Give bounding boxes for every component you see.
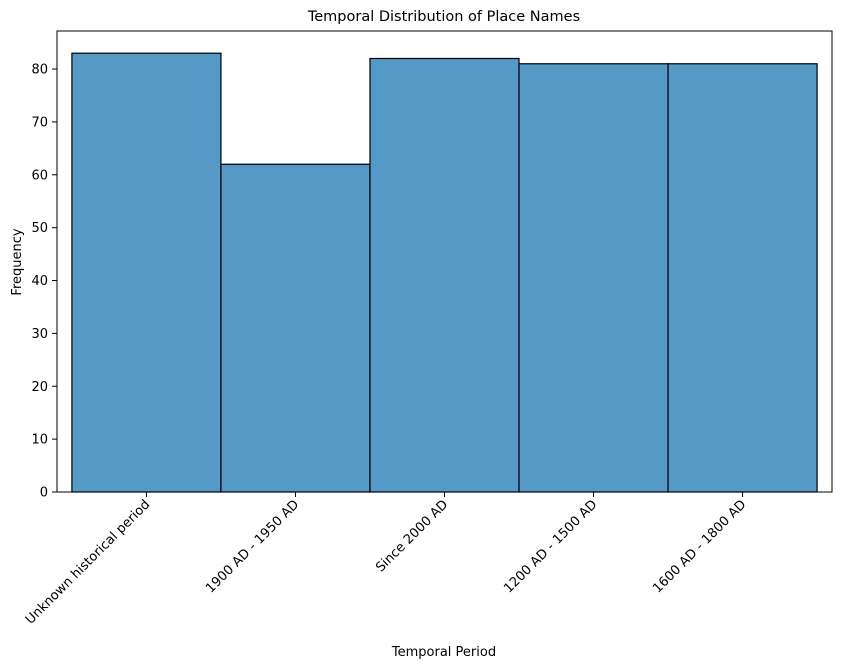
x-tick-label: Since 2000 AD xyxy=(373,497,451,575)
x-tick-label: 1600 AD - 1800 AD xyxy=(650,497,749,596)
y-tick-label: 60 xyxy=(31,168,48,183)
y-tick-label: 0 xyxy=(40,486,48,501)
y-tick-label: 70 xyxy=(31,115,48,130)
plot-frame xyxy=(56,30,833,493)
y-tick-label: 50 xyxy=(31,221,48,236)
chart-title: Temporal Distribution of Place Names xyxy=(307,9,580,25)
x-tick-label: 1200 AD - 1500 AD xyxy=(501,497,600,596)
x-tick-label: Unknown historical period xyxy=(23,497,153,627)
y-tick-label: 40 xyxy=(31,274,48,289)
bar xyxy=(369,57,520,493)
x-tick-label: 1900 AD - 1950 AD xyxy=(203,497,302,596)
y-tick-label: 30 xyxy=(31,327,48,342)
y-tick-label: 80 xyxy=(31,63,48,78)
bar xyxy=(518,63,669,493)
bar xyxy=(667,63,818,493)
x-ticks: Unknown historical period 1900 AD - 1950 … xyxy=(23,492,749,628)
x-axis-title: Temporal Period xyxy=(391,645,496,660)
y-tick-label: 20 xyxy=(31,380,48,395)
y-ticks: 0 10 20 30 40 50 60 70 80 xyxy=(31,63,57,501)
bars-layer xyxy=(71,52,818,493)
y-axis-title: Frequency xyxy=(10,228,25,295)
y-tick-label: 10 xyxy=(31,433,48,448)
bar xyxy=(71,52,222,493)
bar xyxy=(220,163,371,493)
